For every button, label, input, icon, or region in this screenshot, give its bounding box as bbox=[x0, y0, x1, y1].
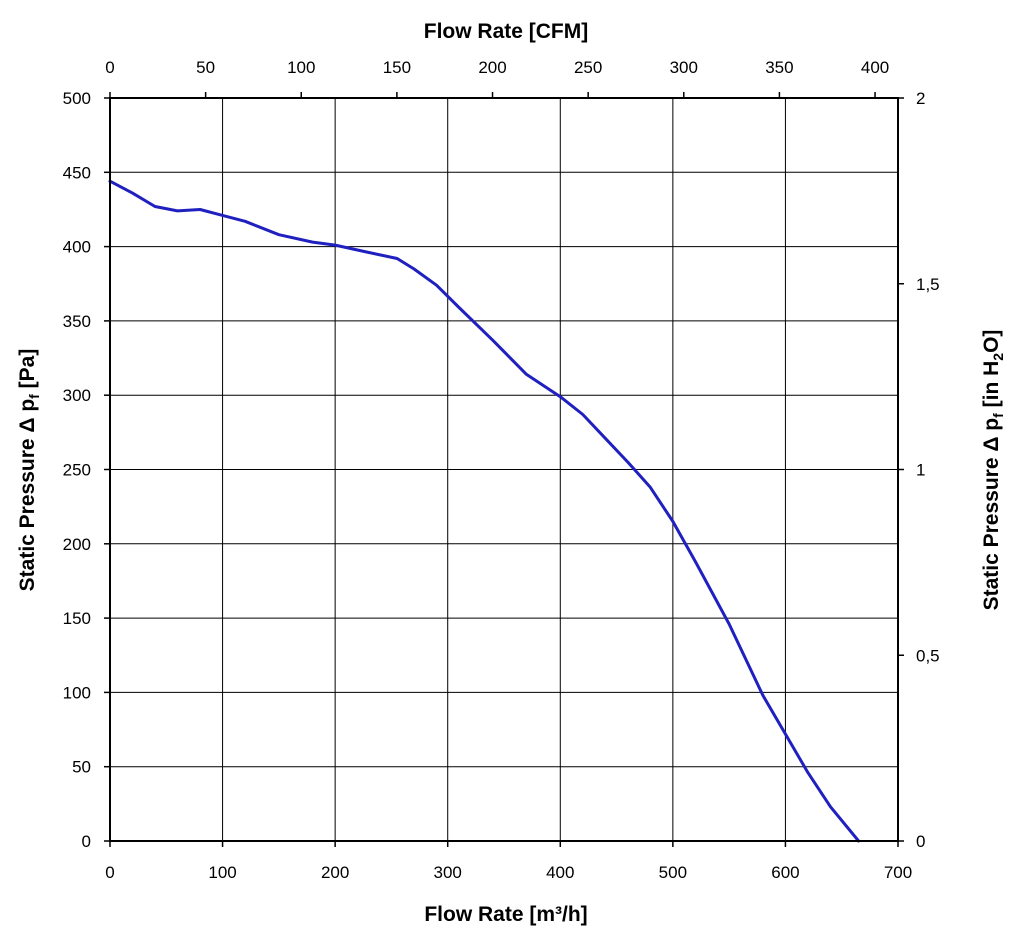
y-tick-label: 450 bbox=[63, 163, 91, 182]
y-tick-label: 0 bbox=[82, 832, 91, 851]
left-axis-title-unit: [Pa] bbox=[16, 349, 39, 395]
y-tick-label: 100 bbox=[63, 683, 91, 702]
top-tick-label: 50 bbox=[196, 58, 215, 77]
right-tick-label: 0,5 bbox=[916, 646, 940, 665]
right-tick-label: 1 bbox=[916, 461, 925, 480]
y-tick-label: 150 bbox=[63, 609, 91, 628]
right-axis-title-main: Static Pressure Δ p bbox=[980, 418, 1003, 611]
top-tick-label: 350 bbox=[765, 58, 793, 77]
y-tick-label: 500 bbox=[63, 89, 91, 108]
x-tick-label: 600 bbox=[771, 863, 799, 882]
top-tick-label: 250 bbox=[574, 58, 602, 77]
y-tick-label: 400 bbox=[63, 238, 91, 257]
x-tick-label: 0 bbox=[105, 863, 114, 882]
left-axis-title-sub: f bbox=[26, 394, 42, 399]
x-tick-label: 400 bbox=[546, 863, 574, 882]
y-tick-label: 300 bbox=[63, 386, 91, 405]
right-axis-title-sub: f bbox=[990, 413, 1006, 418]
tick-layer: 0 100 200 300 400 500 600 700050100150200250300… bbox=[63, 58, 940, 882]
right-axis-title-unit-pre: [in H bbox=[980, 361, 1003, 414]
top-axis-title: Flow Rate [CFM] bbox=[424, 20, 588, 43]
grid bbox=[109, 97, 899, 842]
right-axis-title-unit-post: O] bbox=[980, 330, 1003, 353]
right-axis-title-unit-sub: 2 bbox=[990, 353, 1006, 361]
y-tick-label: 200 bbox=[63, 535, 91, 554]
top-tick-label: 200 bbox=[478, 58, 506, 77]
x-tick-label: 200 bbox=[321, 863, 349, 882]
x-tick-label: 500 bbox=[659, 863, 687, 882]
y-tick-label: 50 bbox=[72, 758, 91, 777]
right-tick-label: 0 bbox=[916, 832, 925, 851]
x-tick-label: 100 bbox=[208, 863, 236, 882]
x-tick-label: 300 bbox=[434, 863, 462, 882]
right-tick-label: 2 bbox=[916, 89, 925, 108]
top-tick-label: 0 bbox=[105, 58, 114, 77]
left-axis-title: Static Pressure Δ pf [Pa] bbox=[16, 349, 42, 592]
y-tick-label: 350 bbox=[63, 312, 91, 331]
left-axis-title-main: Static Pressure Δ p bbox=[16, 399, 39, 592]
top-tick-label: 400 bbox=[861, 58, 889, 77]
right-tick-label: 1,5 bbox=[916, 275, 940, 294]
x-tick-label: 700 bbox=[884, 863, 912, 882]
right-axis-title: Static Pressure Δ pf [in H2O] bbox=[980, 330, 1006, 611]
top-tick-label: 100 bbox=[287, 58, 315, 77]
y-tick-label: 250 bbox=[63, 461, 91, 480]
bottom-axis-title: Flow Rate [m³/h] bbox=[424, 903, 587, 926]
top-tick-label: 150 bbox=[383, 58, 411, 77]
pressure-curve bbox=[108, 179, 861, 843]
series-layer bbox=[108, 179, 861, 843]
top-tick-label: 300 bbox=[670, 58, 698, 77]
